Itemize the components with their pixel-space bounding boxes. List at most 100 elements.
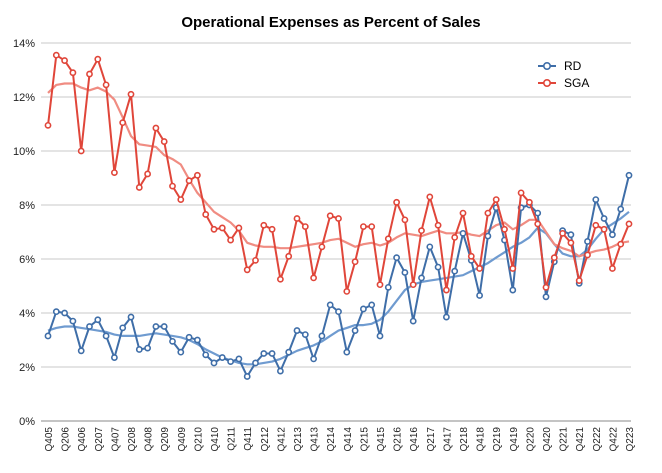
x-tick-label: Q422 [608,427,619,452]
data-point-sga [243,266,251,274]
x-tick-label: Q416 [409,427,420,452]
data-point-rd [102,332,110,340]
data-point-sga [235,224,243,232]
x-tick-label: Q223 [625,427,636,452]
data-point-rd [260,350,268,357]
x-tick-label: Q414 [343,427,354,452]
x-tick-label: Q207 [94,427,105,452]
data-point-sga [442,286,450,294]
x-tick-label: Q421 [575,427,586,452]
legend-marker [542,61,551,70]
data-point-rd [127,313,135,321]
x-tick-label: Q211 [227,427,238,451]
data-point-sga [285,252,293,260]
data-point-rd [567,231,575,239]
y-tick-label: 4% [19,308,35,320]
series-line-sga [47,54,630,293]
data-point-sga [185,177,193,185]
trend-line-sga [47,82,630,258]
x-tick-label: Q222 [592,427,603,452]
data-point-rd [625,171,633,179]
data-point-sga [326,212,334,220]
x-tick-label: Q208 [127,427,138,452]
data-point-rd [359,305,367,313]
data-point-rd [285,348,293,356]
data-point-rd [301,331,309,338]
data-point-sga [177,196,185,203]
x-tick-label: Q406 [77,427,88,452]
data-point-sga [227,236,234,244]
y-tick-label: 12% [13,92,35,104]
x-tick-label: Q409 [177,427,188,452]
data-point-sga [542,283,550,291]
data-point-rd [227,358,234,365]
data-point-rd [326,301,334,309]
data-point-sga [301,223,309,230]
legend: RD SGA [538,59,589,90]
x-tick-label: Q219 [492,427,503,452]
data-point-rd [451,267,459,275]
data-point-rd [210,359,218,367]
legend-label: SGA [564,76,589,90]
data-point-rd [152,323,160,330]
data-point-sga [52,51,60,59]
data-point-sga [534,220,542,228]
data-point-rd [401,269,409,276]
data-point-sga [592,221,600,229]
x-tick-label: Q214 [326,427,337,452]
data-point-rd [584,238,591,245]
data-point-sga [44,121,52,129]
x-tick-label: Q418 [476,427,487,452]
data-point-rd [177,348,185,356]
data-point-sga [144,170,151,178]
data-point-rd [509,286,517,294]
x-tick-label: Q220 [525,427,536,452]
data-point-rd [592,196,600,203]
data-point-sga [476,265,483,272]
data-point-sga [459,209,467,217]
x-tick-label: Q419 [509,427,520,452]
data-point-sga [169,182,176,190]
y-tick-label: 6% [19,254,35,266]
x-tick-label: Q215 [359,427,370,452]
data-point-sga [218,224,226,232]
trend-line-rd [47,210,630,366]
data-point-rd [343,348,351,356]
data-point-sga [426,193,434,201]
data-point-rd [77,347,85,355]
data-point-rd [69,317,77,325]
data-point-rd [335,308,342,316]
data-point-sga [152,124,160,132]
data-point-sga [135,184,143,191]
x-tick-label: Q410 [210,427,221,452]
data-point-rd [442,313,450,321]
data-point-sga [418,227,425,235]
data-point-sga [559,229,566,237]
data-point-rd [434,263,442,271]
data-point-sga [318,243,326,251]
y-tick-label: 8% [19,200,35,212]
data-point-sga [368,223,376,230]
data-point-rd [426,243,434,251]
y-tick-label: 10% [13,146,35,158]
data-point-sga [451,233,459,241]
y-axis: 0% 2% 4% 6% 8% 10% 12% 14% [13,38,35,428]
x-tick-label: Q217 [426,427,437,452]
x-tick-label: Q213 [293,427,304,452]
data-point-sga [351,258,359,266]
data-point-sga [509,265,517,272]
data-point-rd [484,232,492,240]
data-point-rd [111,354,118,361]
data-point-rd [351,327,359,334]
x-tick-label: Q407 [110,427,121,452]
x-tick-label: Q415 [376,427,387,452]
data-point-sga [335,215,342,222]
x-tick-label: Q405 [44,427,55,452]
data-point-rd [609,231,616,239]
data-point-rd [144,344,151,352]
data-point-sga [359,223,367,230]
data-point-rd [86,323,93,330]
data-point-rd [52,308,60,316]
data-point-rd [94,316,102,324]
